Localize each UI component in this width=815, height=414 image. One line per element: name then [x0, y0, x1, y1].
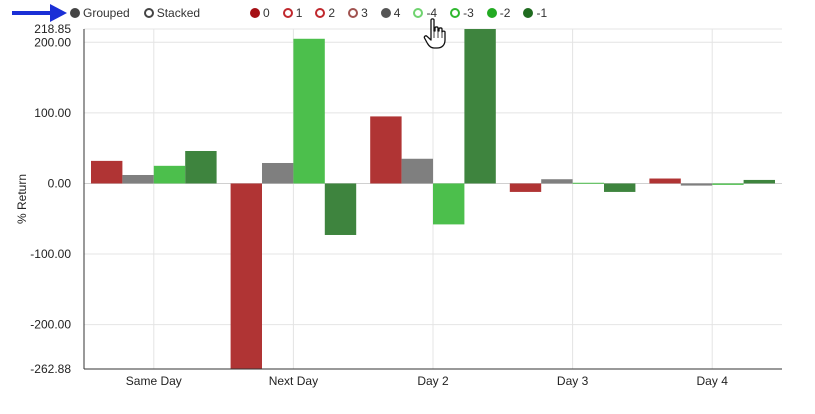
x-tick-label: Next Day	[269, 374, 318, 388]
legend-swatch	[450, 8, 461, 18]
y-axis-title: % Return	[15, 174, 29, 224]
y-tick-label: 218.85	[34, 22, 71, 36]
bar-4-4	[680, 183, 713, 186]
hand-pointer-icon	[423, 18, 446, 49]
legend-item-8[interactable]: -1	[523, 6, 547, 20]
y-tick-label: 0.00	[48, 176, 72, 190]
grouped-radio[interactable]: Grouped	[70, 6, 130, 20]
legend-item-1[interactable]: 1	[282, 6, 303, 20]
legend-label: 3	[361, 6, 368, 20]
legend-swatch	[348, 8, 359, 18]
bar--2-2	[433, 183, 465, 225]
bar-0-4	[649, 178, 681, 184]
legend-label: 4	[393, 6, 401, 20]
legend-label: -3	[463, 6, 474, 20]
bar-4-0	[122, 174, 154, 184]
bar--2-3	[572, 182, 604, 184]
legend-label: -4	[426, 6, 438, 20]
legend-label: -1	[536, 6, 548, 20]
y-tick-label: -100.00	[30, 247, 71, 261]
legend-swatch	[413, 8, 424, 18]
stacked-label: Stacked	[156, 6, 201, 20]
legend-swatch	[282, 8, 293, 18]
bar--1-3	[604, 183, 636, 192]
bar--2-4	[712, 183, 744, 185]
x-tick-label: Day 2	[417, 374, 449, 388]
grouped-radio-dot	[70, 8, 80, 18]
legend-item-2[interactable]: 2	[315, 6, 335, 20]
legend-swatch	[486, 8, 497, 18]
stacked-radio-dot	[143, 8, 154, 18]
legend-swatch	[523, 8, 534, 18]
y-tick-label: 100.00	[34, 106, 71, 120]
x-tick-label: Day 3	[557, 374, 589, 388]
bar-0-2	[370, 116, 402, 184]
chart-mode-toggle: Grouped Stacked	[70, 6, 200, 20]
legend-label: 1	[295, 6, 303, 20]
legend-label: -2	[499, 6, 511, 20]
bar-4-2	[401, 158, 433, 184]
x-tick-label: Day 4	[697, 374, 729, 388]
bar-0-3	[509, 183, 542, 192]
legend-label: 2	[328, 6, 336, 20]
legend-swatch	[380, 8, 391, 18]
legend-item-5[interactable]: -4	[413, 6, 437, 20]
legend-swatch	[315, 8, 326, 18]
bar--1-1	[324, 183, 357, 235]
bar-4-3	[541, 179, 573, 184]
legend-item-0[interactable]: 0	[250, 6, 270, 20]
bar--1-2	[464, 29, 496, 184]
legend-item-7[interactable]: -2	[486, 6, 511, 20]
y-tick-label: -200.00	[30, 318, 71, 332]
bar--2-0	[153, 165, 186, 184]
bar--2-1	[293, 38, 325, 184]
y-tick-label: -262.88	[30, 362, 71, 376]
legend-label: 0	[263, 6, 270, 20]
bar--1-0	[185, 150, 217, 184]
stacked-radio[interactable]: Stacked	[143, 6, 201, 20]
bar-0-1	[230, 183, 262, 369]
x-tick-label: Same Day	[126, 374, 182, 388]
legend-item-3[interactable]: 3	[348, 6, 368, 20]
bar-0-0	[91, 160, 123, 184]
legend-item-6[interactable]: -3	[450, 6, 474, 20]
y-tick-label: 200.00	[34, 35, 71, 49]
bar--1-4	[743, 179, 775, 184]
chart-legend: 0 1 2 3 4 -4 -3 -2 -1	[250, 6, 560, 20]
blue-arrow-icon	[12, 4, 67, 22]
bar-4-1	[262, 162, 294, 184]
grouped-label: Grouped	[83, 6, 130, 20]
legend-item-4[interactable]: 4	[380, 6, 401, 20]
legend-swatch	[250, 8, 260, 18]
